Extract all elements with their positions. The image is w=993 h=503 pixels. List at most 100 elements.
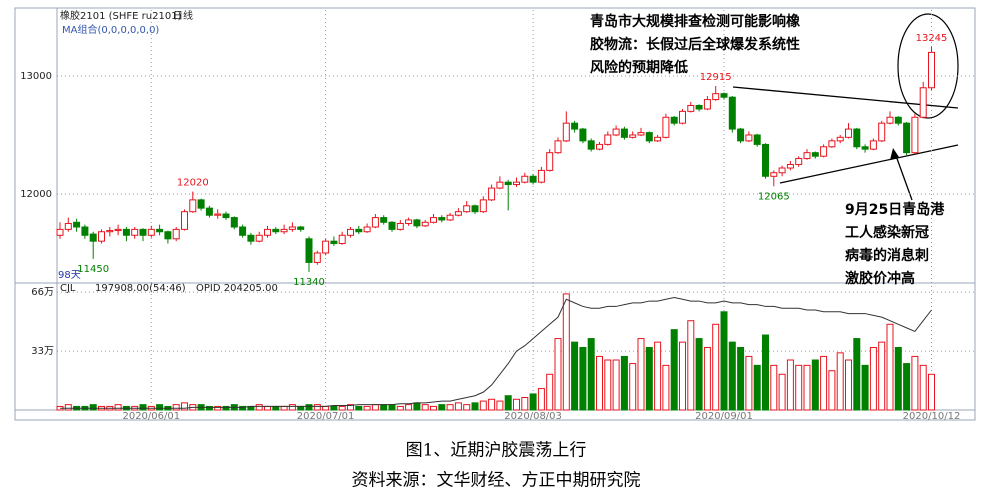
candle-body — [106, 230, 114, 233]
volume-bar — [388, 404, 396, 411]
volume-bar — [770, 364, 778, 411]
volume-bar — [488, 398, 496, 411]
x-tick-label: 2020/07/01 — [297, 411, 355, 422]
volume-bar — [272, 405, 280, 411]
volume-bar — [205, 405, 213, 411]
volume-bar — [454, 402, 462, 411]
candle-body — [288, 226, 296, 230]
candle-body — [529, 175, 537, 183]
volume-bar — [645, 347, 653, 411]
candle-body — [222, 213, 230, 219]
candle-body — [596, 143, 603, 150]
candle-body — [571, 122, 579, 130]
candle-body — [147, 228, 155, 236]
candle-body — [662, 116, 670, 138]
volume-bar — [845, 359, 852, 411]
candle-body — [264, 228, 271, 236]
volume-bar — [637, 338, 645, 411]
volume-bar — [811, 359, 819, 411]
candle-body — [612, 128, 620, 136]
price-label: 11450 — [77, 264, 109, 275]
candle-body — [330, 240, 338, 245]
volume-bar — [405, 404, 413, 411]
volume-bar — [355, 405, 363, 411]
candle-body — [156, 228, 164, 233]
candle-body — [496, 181, 504, 189]
volume-bar — [562, 293, 570, 411]
candle-body — [189, 199, 197, 213]
candle-body — [903, 122, 911, 154]
candle-body — [98, 231, 105, 242]
candle-body — [637, 132, 645, 136]
candle-body — [297, 226, 305, 230]
volume-bar — [380, 404, 388, 411]
volume-bar — [928, 373, 935, 411]
annotation: 9月25日青岛港 — [845, 201, 945, 218]
candle-body — [911, 116, 919, 154]
candle-body — [803, 152, 811, 160]
volume-bar — [546, 373, 554, 411]
arrow — [894, 152, 913, 201]
candle-body — [861, 146, 869, 150]
candle-body — [562, 122, 570, 142]
vol-name: CJL — [60, 283, 76, 294]
open-interest-line — [60, 296, 932, 409]
candle-body — [388, 221, 396, 230]
volume-bar — [255, 404, 263, 411]
volume-bar — [89, 404, 97, 411]
candle-body — [629, 134, 637, 138]
candle-body — [853, 128, 861, 148]
volume-bar — [662, 364, 670, 411]
volume-bar — [139, 404, 147, 411]
volume-bar — [853, 338, 861, 411]
arrow-head — [890, 148, 899, 160]
candle-body — [869, 140, 877, 150]
volume-bar — [795, 364, 803, 411]
annotation: 工人感染新冠 — [845, 224, 929, 241]
price-label: 12020 — [177, 178, 209, 189]
candle-body — [786, 163, 794, 169]
candle-body — [56, 228, 64, 236]
y-tick-label: 66万 — [31, 287, 54, 298]
candle-body — [820, 146, 828, 157]
volume-bar — [861, 364, 869, 411]
price-label: 12065 — [758, 191, 790, 202]
candle-body — [313, 252, 321, 263]
candle-body — [89, 233, 97, 242]
chart-frame — [14, 7, 976, 421]
highlight-ellipse — [897, 13, 959, 119]
volume-bar — [894, 347, 902, 411]
candle-body — [728, 96, 736, 130]
volume-bar — [537, 388, 545, 411]
candle-body — [745, 134, 753, 142]
volume-bar — [911, 355, 919, 411]
volume-bar — [371, 404, 379, 411]
volume-bar — [903, 363, 911, 411]
candle-body — [554, 140, 562, 154]
candle-body — [355, 228, 363, 233]
volume-bar — [745, 355, 753, 411]
trend-line — [779, 144, 959, 184]
y-tick-label: 12000 — [20, 189, 52, 200]
candle-body — [654, 136, 662, 142]
volume-bar — [778, 373, 786, 411]
vol-info: 197908.00(54:46) — [95, 283, 186, 294]
volume-bar — [670, 329, 678, 411]
candle-body — [181, 211, 188, 230]
x-tick-label: 2020/06/01 — [122, 411, 180, 422]
volume-bar — [347, 404, 354, 411]
candle-body — [430, 217, 437, 223]
volume-bar — [504, 395, 512, 411]
candle-body — [164, 231, 172, 240]
candle-body — [463, 205, 471, 213]
candle-body — [762, 143, 769, 177]
y-tick-label: 33万 — [31, 346, 54, 357]
candle-body — [753, 134, 761, 145]
volume-bar — [288, 404, 296, 411]
candle-body — [919, 87, 927, 118]
volume-bar — [919, 364, 927, 411]
candle-body — [737, 128, 745, 142]
candle-body — [504, 181, 512, 186]
volume-bar — [571, 341, 579, 411]
